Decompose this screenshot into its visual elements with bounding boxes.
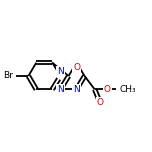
Text: Br: Br	[3, 71, 13, 81]
Text: O: O	[104, 85, 111, 94]
Text: N: N	[57, 67, 64, 76]
Text: O: O	[73, 63, 80, 72]
Text: N: N	[73, 85, 80, 94]
Text: N: N	[57, 85, 64, 94]
Text: O: O	[96, 98, 103, 107]
Text: CH₃: CH₃	[119, 85, 136, 94]
